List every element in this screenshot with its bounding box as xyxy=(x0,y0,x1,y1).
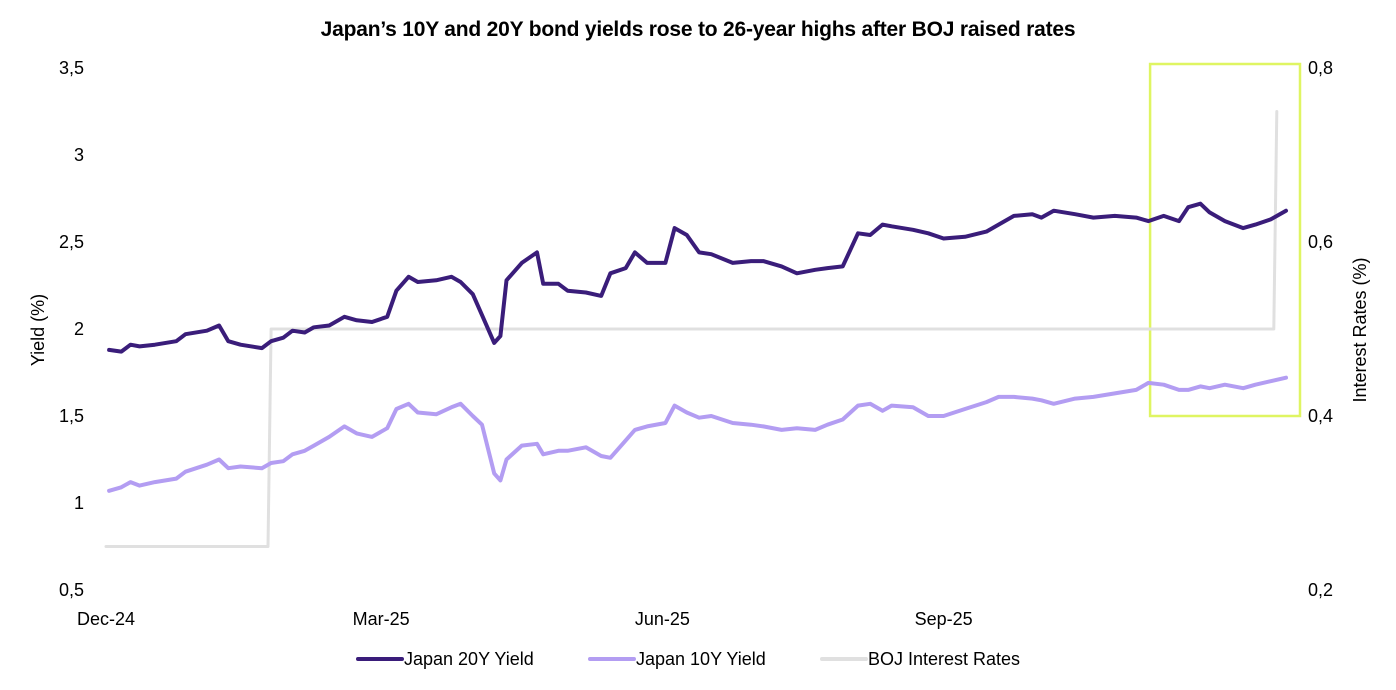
legend-label: Japan 10Y Yield xyxy=(636,649,766,669)
y2-axis-title: Interest Rates (%) xyxy=(1350,257,1370,402)
y2-tick-label: 0,4 xyxy=(1308,406,1333,426)
series-line-boj-interest-rates xyxy=(104,110,1279,548)
y-tick-label: 2 xyxy=(74,319,84,339)
legend-item: BOJ Interest Rates xyxy=(820,649,1020,669)
y-axis-title: Yield (%) xyxy=(28,294,48,366)
series-line-japan-20y-yield xyxy=(107,201,1288,354)
legend-label: Japan 20Y Yield xyxy=(404,649,534,669)
y2-tick-label: 0,6 xyxy=(1308,232,1333,252)
legend: Japan 20Y Yield Japan 10Y Yield BOJ Intere… xyxy=(356,649,1020,669)
y-tick-label: 2,5 xyxy=(59,232,84,252)
series-layer xyxy=(104,110,1288,548)
y-tick-label: 0,5 xyxy=(59,580,84,600)
y-tick-label: 3 xyxy=(74,145,84,165)
series-line-japan-10y-yield xyxy=(107,375,1288,493)
x-tick-label: Jun-25 xyxy=(635,609,690,629)
y-axis-ticks: 0,5 1 1,5 2 2,5 3 3,5 xyxy=(59,58,84,600)
x-axis-ticks: Dec-24 Mar-25 Jun-25 Sep-25 xyxy=(77,609,973,629)
y-tick-label: 1 xyxy=(74,493,84,513)
y2-axis-ticks: 0,2 0,4 0,6 0,8 xyxy=(1308,58,1333,600)
y2-tick-label: 0,8 xyxy=(1308,58,1333,78)
chart-title: Japan’s 10Y and 20Y bond yields rose to … xyxy=(320,18,1076,41)
legend-label: BOJ Interest Rates xyxy=(868,649,1020,669)
y2-tick-label: 0,2 xyxy=(1308,580,1333,600)
highlight-layer xyxy=(1148,62,1302,418)
highlight-box xyxy=(1148,62,1302,418)
x-tick-label: Mar-25 xyxy=(353,609,410,629)
y-tick-label: 3,5 xyxy=(59,58,84,78)
x-tick-label: Sep-25 xyxy=(915,609,973,629)
x-tick-label: Dec-24 xyxy=(77,609,135,629)
y-tick-label: 1,5 xyxy=(59,406,84,426)
legend-item: Japan 10Y Yield xyxy=(588,649,766,669)
legend-item: Japan 20Y Yield xyxy=(356,649,534,669)
